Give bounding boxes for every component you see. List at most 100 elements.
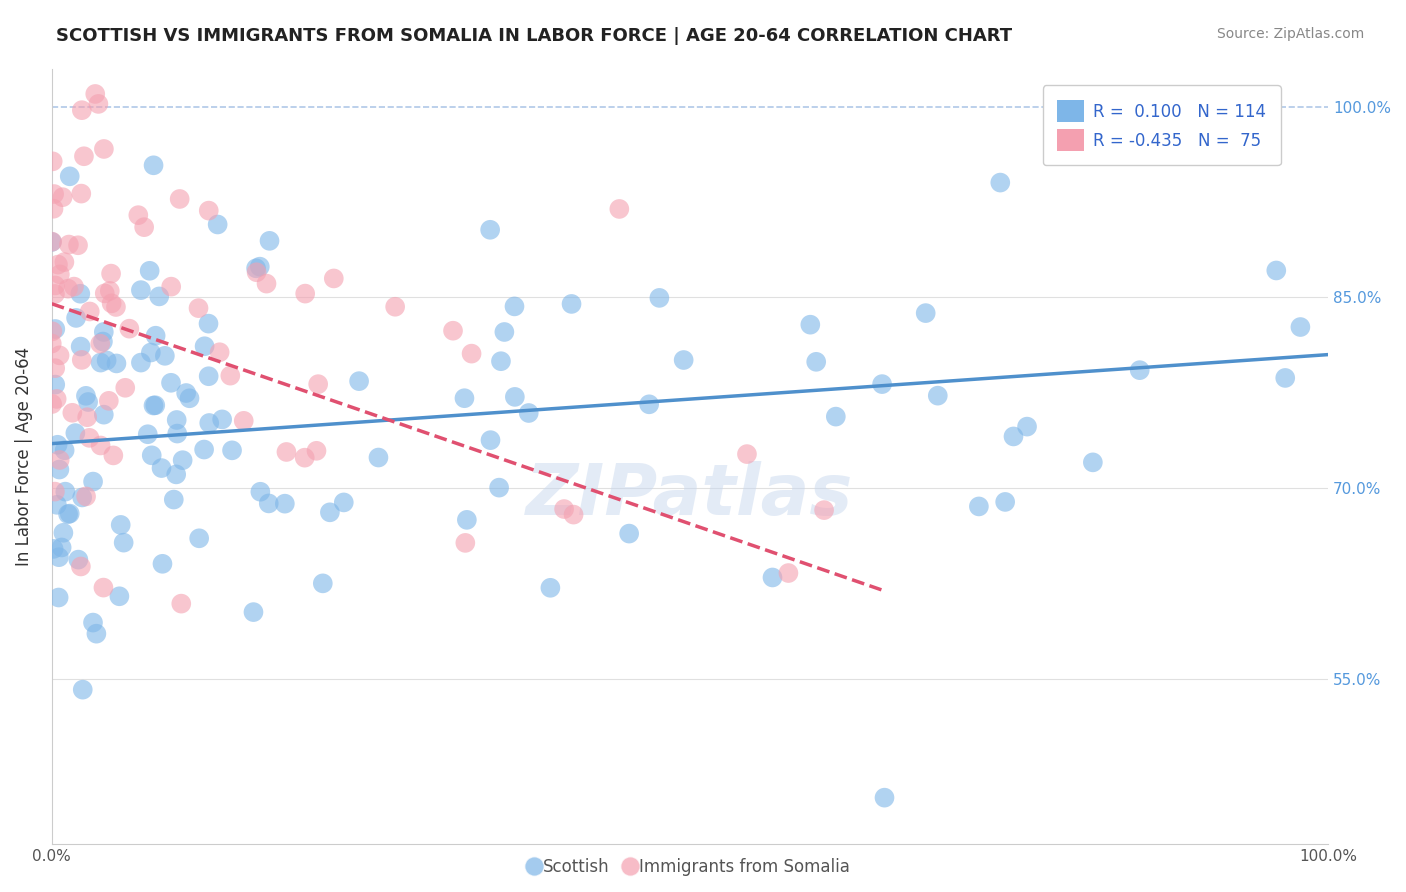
Immigrants from Somalia (70, 352, 93, 367)
Scottish (150, 461, 173, 475)
Scottish (479, 433, 502, 447)
Scottish (48, 591, 70, 605)
Scottish (129, 355, 152, 369)
Immigrants from Somalia (160, 279, 183, 293)
Immigrants from Somalia (454, 536, 477, 550)
Immigrants from Somalia (127, 208, 149, 222)
Immigrants from Somalia (103, 449, 125, 463)
Scottish (249, 260, 271, 274)
Immigrants from Somalia (41, 397, 63, 411)
Scottish (198, 416, 221, 430)
Scottish (207, 218, 229, 232)
Scottish (46, 438, 69, 452)
Scottish (91, 334, 114, 349)
Immigrants from Somalia (84, 87, 107, 101)
Scottish (59, 507, 82, 521)
Scottish (45, 498, 67, 512)
Immigrants from Somalia (41, 336, 63, 351)
Scottish (761, 570, 783, 584)
Scottish (193, 442, 215, 457)
Scottish (312, 576, 335, 591)
Scottish (112, 535, 135, 549)
Scottish (70, 491, 93, 505)
Scottish (503, 390, 526, 404)
Immigrants from Somalia (70, 186, 93, 201)
Immigrants from Somalia (63, 279, 86, 293)
Scottish (453, 391, 475, 405)
Immigrants from Somalia (98, 284, 121, 298)
Immigrants from Somalia (441, 324, 464, 338)
Scottish (96, 353, 118, 368)
Immigrants from Somalia (67, 238, 90, 252)
Scottish (136, 427, 159, 442)
Scottish (142, 158, 165, 172)
Immigrants from Somalia (93, 581, 115, 595)
Scottish (163, 492, 186, 507)
Scottish (994, 495, 1017, 509)
Scottish (1015, 419, 1038, 434)
Y-axis label: In Labor Force | Age 20-64: In Labor Force | Age 20-64 (15, 347, 32, 566)
Scottish (69, 340, 91, 354)
Immigrants from Somalia (305, 443, 328, 458)
Scottish (139, 345, 162, 359)
Scottish (672, 353, 695, 368)
Scottish (143, 398, 166, 412)
Immigrants from Somalia (75, 490, 97, 504)
Scottish (257, 496, 280, 510)
Scottish (967, 500, 990, 514)
Scottish (333, 495, 356, 509)
Immigrants from Somalia (778, 566, 800, 580)
Scottish (560, 297, 582, 311)
Immigrants from Somalia (41, 154, 63, 169)
Immigrants from Somalia (58, 237, 80, 252)
Scottish (59, 169, 82, 184)
Scottish (367, 450, 389, 465)
Scottish (90, 355, 112, 369)
Immigrants from Somalia (89, 336, 111, 351)
Scottish (145, 328, 167, 343)
Immigrants from Somalia (813, 503, 835, 517)
Immigrants from Somalia (104, 300, 127, 314)
Scottish (489, 354, 512, 368)
Immigrants from Somalia (134, 220, 156, 235)
Immigrants from Somalia (94, 286, 117, 301)
Scottish (927, 389, 949, 403)
Immigrants from Somalia (735, 447, 758, 461)
Immigrants from Somalia (44, 361, 66, 376)
Scottish (914, 306, 936, 320)
Immigrants from Somalia (45, 392, 67, 406)
Scottish (1265, 263, 1288, 277)
Scottish (517, 406, 540, 420)
Immigrants from Somalia (44, 278, 66, 293)
Scottish (824, 409, 846, 424)
Immigrants from Somalia (553, 502, 575, 516)
Scottish (488, 481, 510, 495)
Scottish (141, 448, 163, 462)
Immigrants from Somalia (100, 267, 122, 281)
Scottish (873, 790, 896, 805)
Immigrants from Somalia (294, 286, 316, 301)
Immigrants from Somalia (56, 282, 79, 296)
Scottish (1129, 363, 1152, 377)
Immigrants from Somalia (70, 103, 93, 118)
Scottish (503, 299, 526, 313)
Immigrants from Somalia (256, 277, 278, 291)
Immigrants from Somalia (294, 450, 316, 465)
Immigrants from Somalia (79, 431, 101, 445)
Scottish (142, 399, 165, 413)
Scottish (166, 426, 188, 441)
Immigrants from Somalia (44, 286, 66, 301)
Scottish (617, 526, 640, 541)
Scottish (51, 541, 73, 555)
Scottish (172, 453, 194, 467)
Scottish (69, 286, 91, 301)
Scottish (538, 581, 561, 595)
Immigrants from Somalia (607, 202, 630, 216)
Scottish (870, 377, 893, 392)
Immigrants from Somalia (44, 187, 66, 202)
Immigrants from Somalia (90, 438, 112, 452)
Scottish (65, 426, 87, 441)
Immigrants from Somalia (219, 368, 242, 383)
Immigrants from Somalia (170, 597, 193, 611)
Scottish (53, 443, 76, 458)
